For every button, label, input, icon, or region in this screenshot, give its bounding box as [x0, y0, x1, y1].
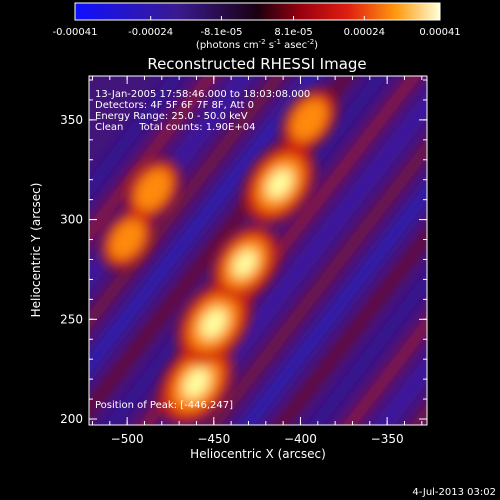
colorbar: -0.00041 -0.00024 -8.1e-05 8.1e-05 0.00024 0.… — [53, 2, 461, 51]
colorbar-tick-label: -8.1e-05 — [200, 27, 242, 38]
y-tick-label: 350 — [60, 113, 83, 127]
x-tick-label: −400 — [284, 432, 317, 446]
heatmap-image — [89, 56, 500, 445]
colorbar-tick-label: 0.00024 — [344, 27, 385, 38]
heatmap-source-peak — [266, 168, 293, 199]
heatmap-stripe — [240, 183, 427, 425]
annotation-clean-counts: Clean Total counts: 1.90E+04 — [95, 122, 255, 133]
colorbar-tick-label: -0.00041 — [53, 27, 98, 38]
chart-title: Reconstructed RHESSI Image — [147, 55, 366, 73]
heatmap-stripe — [89, 76, 320, 375]
colorbar-ticks: -0.00041 -0.00024 -8.1e-05 8.1e-05 0.00024 0.… — [53, 16, 461, 38]
heatmap-source-peak — [183, 367, 210, 399]
heatmap-source-core — [290, 99, 328, 141]
plot-frame — [88, 75, 428, 426]
annotation-time-range: 13-Jan-2005 17:58:46.000 to 18:03:08.000 — [95, 89, 310, 100]
heatmap-stripe — [89, 76, 218, 243]
heatmap-stripe — [429, 56, 500, 445]
heatmap-sources — [101, 89, 336, 424]
y-axis: 200 250 300 350 — [60, 79, 427, 426]
x-tick-label: −450 — [197, 432, 230, 446]
y-tick-label: 300 — [60, 213, 83, 227]
heatmap-source-peak — [232, 249, 258, 278]
timestamp: 4-Jul-2013 03:02 — [412, 487, 496, 498]
heatmap-source-peak — [200, 308, 228, 339]
colorbar-tick-label: 0.00041 — [419, 27, 460, 38]
annotation-peak-position: Position of Peak: [-446,247] — [95, 400, 233, 411]
heatmap-stripe — [274, 227, 427, 425]
x-axis: −500 −450 −400 −350 — [91, 76, 423, 446]
colorbar-tick-label: -0.00024 — [128, 27, 173, 38]
y-axis-label: Heliocentric Y (arcsec) — [29, 183, 43, 318]
annotation-block: 13-Jan-2005 17:58:46.000 to 18:03:08.000… — [95, 89, 310, 411]
heatmap-stripe — [376, 359, 427, 425]
y-tick-label: 200 — [60, 412, 83, 426]
x-tick-label: −350 — [371, 432, 404, 446]
x-tick-label: −500 — [111, 432, 144, 446]
heatmap-source-core — [109, 219, 145, 260]
colorbar-unit-label: (photons cm-2 s-1 asec-2) — [196, 38, 318, 51]
heatmap-source-core — [134, 168, 172, 211]
y-tick-label: 250 — [60, 312, 83, 326]
heatmap-stripe — [206, 138, 427, 425]
heatmap-stripe — [342, 315, 427, 425]
annotation-detectors: Detectors: 4F 5F 6F 7F 8F, Att 0 — [95, 100, 254, 111]
heatmap-stripe — [463, 56, 500, 445]
colorbar-tick-label: 8.1e-05 — [274, 27, 312, 38]
heatmap-stripe — [89, 76, 184, 199]
heatmap-stripe — [308, 271, 427, 425]
x-axis-label: Heliocentric X (arcsec) — [190, 447, 326, 461]
heatmap-stripe — [410, 403, 427, 425]
colorbar-gradient — [74, 2, 441, 21]
heatmap-stripe — [89, 76, 286, 331]
annotation-energy-range: Energy Range: 25.0 - 50.0 keV — [95, 111, 248, 122]
